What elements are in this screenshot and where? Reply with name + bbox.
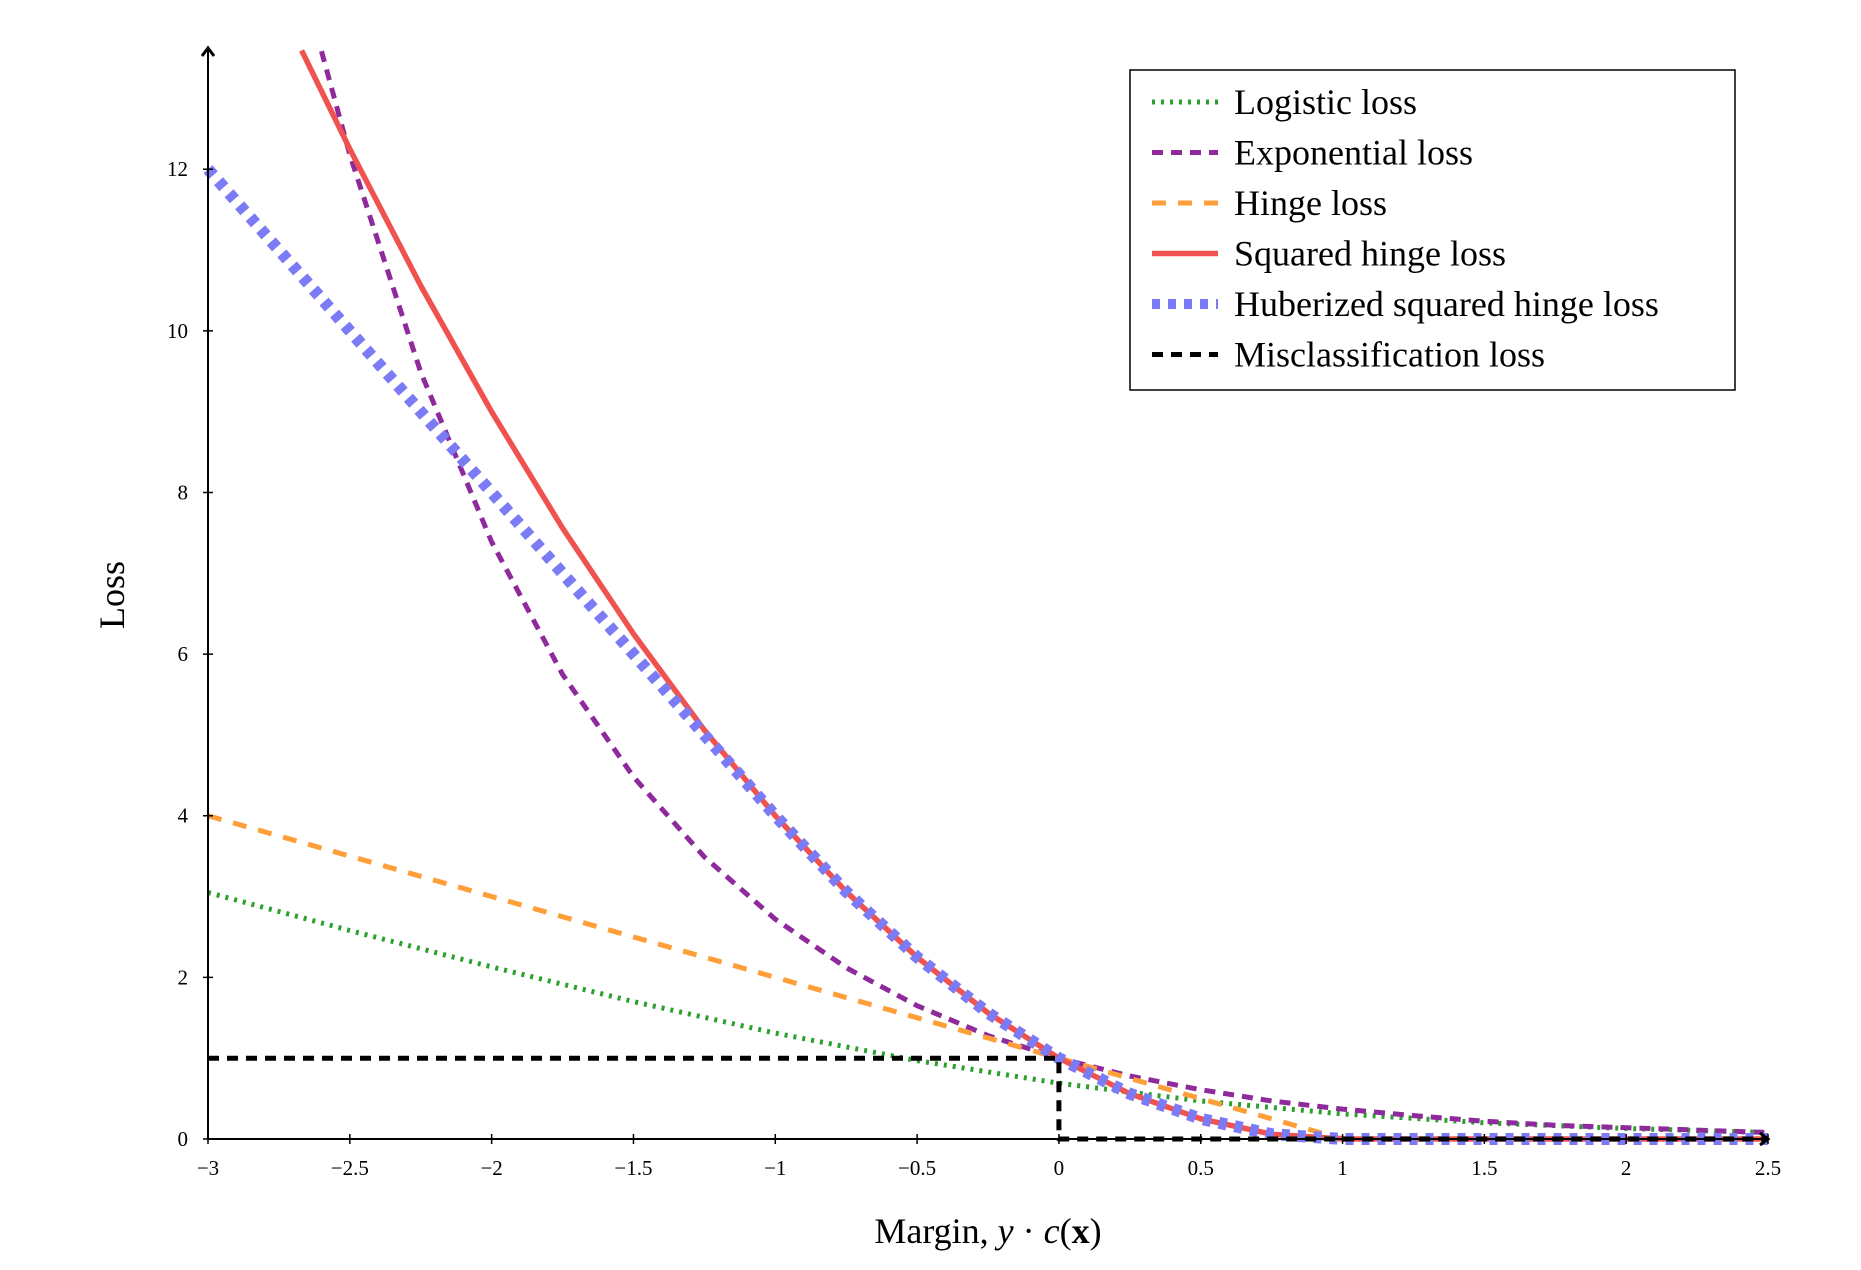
- x-tick-label: −1: [764, 1156, 786, 1180]
- x-axis-label: Margin, y · c(x): [874, 1211, 1101, 1251]
- legend: Logistic loss Exponential loss Hinge loss S…: [1129, 69, 1736, 391]
- x-tick-label: −0.5: [898, 1156, 936, 1180]
- legend-item-logistic-loss: Logistic loss: [1152, 82, 1417, 122]
- y-tick-label: 10: [167, 319, 188, 343]
- legend-item-hinge-loss: Hinge loss: [1152, 183, 1387, 223]
- y-ticks: 0 2 4 6 8 10 12: [167, 157, 213, 1151]
- series-hinge-loss: [207, 813, 1768, 1142]
- series-misclassification-loss: [208, 1055, 1768, 1142]
- x-tick-label: −2.5: [331, 1156, 369, 1180]
- x-tick-label: 1.5: [1471, 1156, 1497, 1180]
- legend-items: Logistic loss Exponential loss Hinge loss S…: [1152, 82, 1659, 375]
- legend-item-misclassification-loss: Misclassification loss: [1152, 335, 1545, 375]
- legend-label: Squared hinge loss: [1234, 234, 1506, 274]
- x-tick-label: 2: [1621, 1156, 1632, 1180]
- y-tick-label: 12: [167, 157, 188, 181]
- x-tick-label: 0: [1054, 1156, 1065, 1180]
- x-tick-label: 1: [1337, 1156, 1348, 1180]
- legend-label: Misclassification loss: [1234, 335, 1545, 375]
- x-tick-label: −1.5: [614, 1156, 652, 1180]
- legend-label: Exponential loss: [1234, 133, 1473, 173]
- legend-label: Logistic loss: [1234, 82, 1417, 122]
- legend-item-exponential-loss: Exponential loss: [1152, 133, 1473, 173]
- y-tick-label: 8: [178, 480, 189, 504]
- y-tick-label: 4: [178, 804, 189, 828]
- series-exponential-loss: [319, 50, 1769, 1135]
- x-tick-label: 0.5: [1188, 1156, 1214, 1180]
- legend-item-squared-hinge-loss: Squared hinge loss: [1152, 234, 1506, 274]
- legend-box: [1129, 69, 1736, 391]
- legend-label: Hinge loss: [1234, 183, 1387, 223]
- x-tick-label: −3: [197, 1156, 219, 1180]
- legend-item-huberized-squared-hinge-loss: Huberized squared hinge loss: [1152, 284, 1659, 324]
- y-axis-label: Loss: [92, 561, 132, 629]
- y-tick-label: 6: [178, 642, 189, 666]
- legend-label: Huberized squared hinge loss: [1234, 284, 1659, 324]
- x-tick-label: 2.5: [1755, 1156, 1781, 1180]
- y-tick-label: 2: [178, 965, 189, 989]
- x-ticks: −3 −2.5 −2 −1.5 −1 −0.5 0 0.5 1 1.5 2 2.5: [197, 1134, 1781, 1180]
- x-tick-label: −2: [480, 1156, 502, 1180]
- y-tick-label: 0: [178, 1127, 189, 1151]
